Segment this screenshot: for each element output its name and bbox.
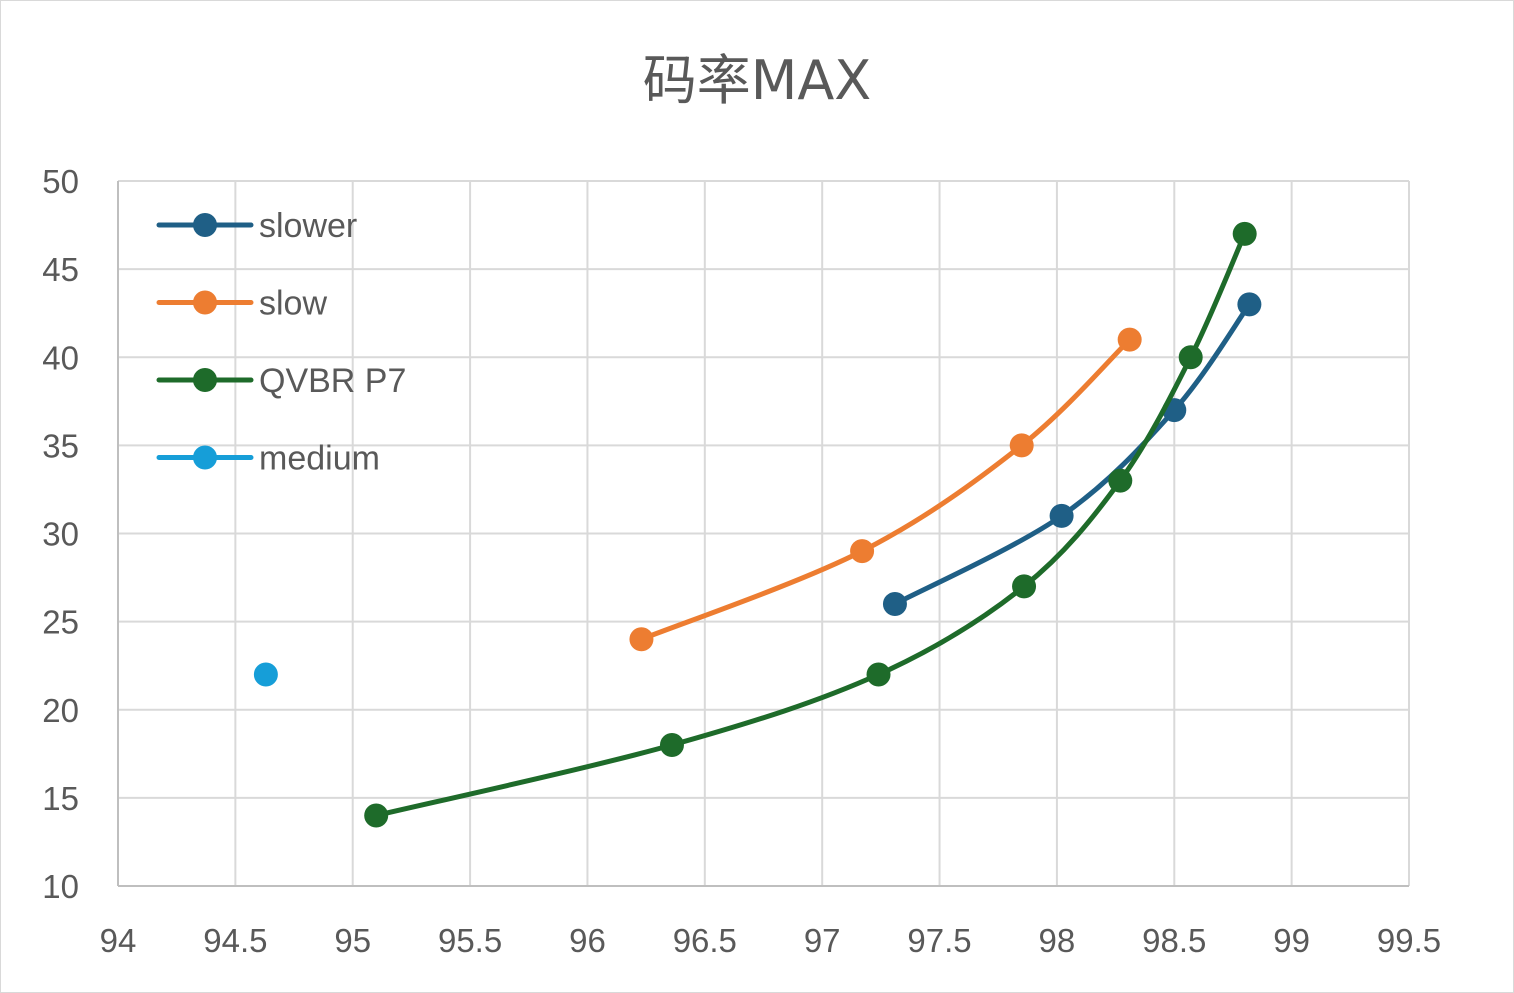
legend-marker-medium [193, 445, 217, 470]
x-tick-label: 98 [1039, 922, 1076, 959]
legend-label-slower: slower [259, 207, 357, 245]
series-layer [253, 221, 1262, 828]
x-tick-label: 94.5 [203, 922, 267, 959]
legend-marker-slower [193, 213, 217, 237]
y-tick-label: 25 [42, 604, 79, 641]
series-slow [629, 327, 1142, 652]
data-point-qvbr-p7 [659, 733, 684, 757]
x-tick-label: 95.5 [438, 922, 502, 959]
x-tick-label: 99 [1273, 922, 1310, 959]
data-point-qvbr-p7 [364, 803, 389, 828]
legend-marker-qvbr-p7 [193, 368, 217, 392]
x-tick-label: 94 [100, 922, 137, 959]
grid-lines [117, 180, 1410, 887]
legend-label-medium: medium [259, 440, 380, 478]
series-medium [253, 662, 278, 687]
x-tick-labels: 94 94.5 95 95.5 96 96.5 97 97.5 98 98.5 99 99.5 [100, 922, 1441, 959]
data-point-slow [850, 539, 875, 564]
y-tick-label: 35 [42, 427, 79, 464]
y-tick-label: 45 [42, 251, 79, 288]
y-tick-label: 10 [42, 868, 79, 905]
y-tick-label: 50 [42, 163, 79, 200]
y-tick-labels: 50 45 40 35 30 25 20 15 10 [42, 163, 79, 905]
y-tick-label: 20 [42, 692, 79, 729]
data-point-qvbr-p7 [1012, 574, 1037, 599]
x-tick-label: 97.5 [907, 922, 971, 959]
data-point-slow [629, 627, 654, 652]
legend-label-slow: slow [259, 285, 327, 323]
data-point-slower [882, 592, 907, 616]
data-point-qvbr-p7 [1232, 221, 1257, 246]
data-point-slow [1117, 327, 1142, 352]
axes [117, 181, 1409, 887]
x-tick-label: 95 [334, 922, 371, 959]
x-tick-label: 96.5 [673, 922, 737, 959]
legend: slower slow QVBR P7 medium [156, 207, 406, 478]
x-tick-label: 99.5 [1377, 922, 1441, 959]
legend-marker-slow [193, 290, 217, 315]
series-line-qvbr-p7 [373, 231, 1248, 818]
x-tick-label: 97 [804, 922, 841, 959]
y-tick-label: 15 [42, 780, 79, 817]
chart-title: 码率MAX [643, 49, 872, 112]
series-line-slow [638, 337, 1133, 642]
data-point-medium [253, 662, 278, 687]
y-tick-label: 40 [42, 339, 79, 376]
data-point-slower [1237, 292, 1262, 317]
x-tick-label: 96 [569, 922, 606, 959]
series-qvbr-p7 [364, 221, 1257, 828]
data-point-slower [1049, 503, 1074, 528]
data-point-qvbr-p7 [1108, 468, 1133, 493]
legend-label-qvbr-p7: QVBR P7 [259, 362, 406, 400]
y-tick-label: 30 [42, 516, 79, 553]
data-point-qvbr-p7 [1178, 345, 1203, 370]
data-point-qvbr-p7 [866, 662, 891, 687]
x-tick-label: 98.5 [1142, 922, 1206, 959]
data-point-slow [1009, 433, 1034, 458]
